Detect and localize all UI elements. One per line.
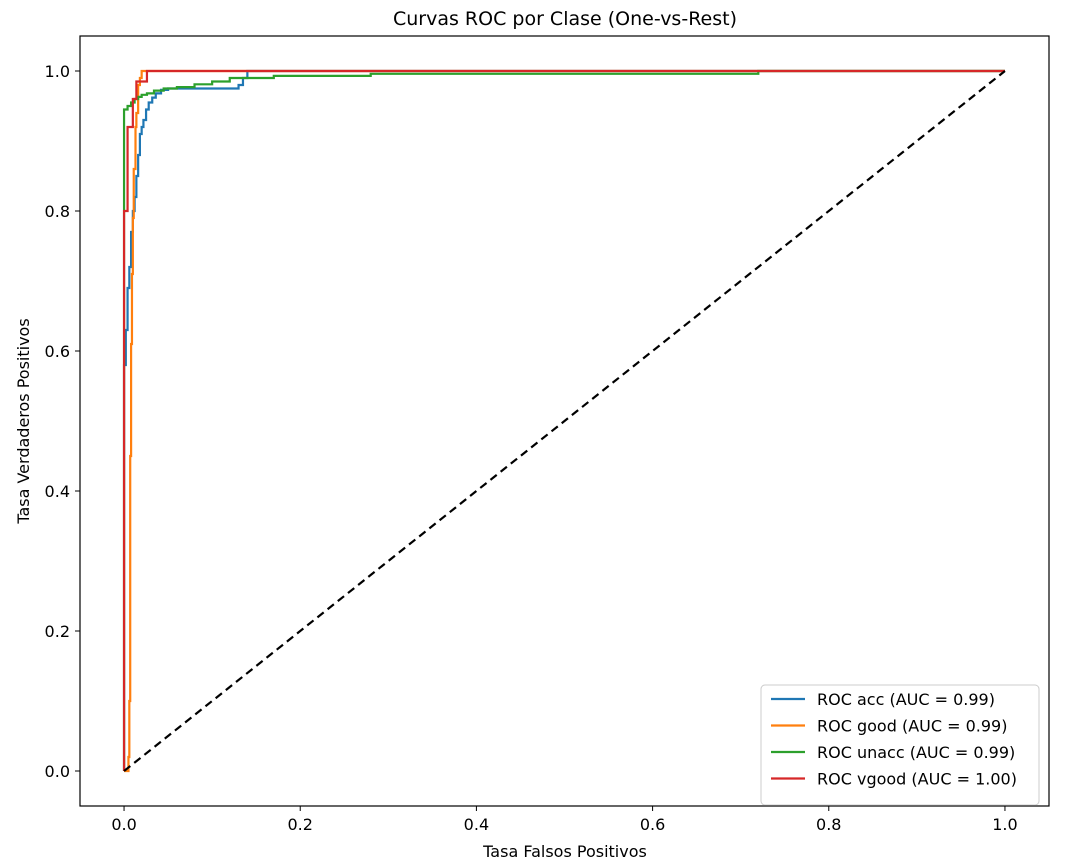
series-line-1 — [124, 69, 1005, 773]
series-layer — [122, 69, 1006, 773]
diagonal-reference-line — [123, 70, 1006, 772]
x-tick-label: 0.0 — [111, 815, 136, 834]
y-tick-label: 1.0 — [45, 62, 70, 81]
legend-label: ROC vgood (AUC = 1.00) — [817, 770, 1017, 789]
x-tick-label: 0.8 — [816, 815, 841, 834]
x-axis-title: Tasa Falsos Positivos — [482, 842, 647, 861]
x-tick-label: 0.4 — [464, 815, 489, 834]
y-tick-label: 0.0 — [45, 762, 70, 781]
legend-label: ROC acc (AUC = 0.99) — [817, 690, 995, 709]
chart-title: Curvas ROC por Clase (One-vs-Rest) — [393, 8, 737, 30]
legend-label: ROC unacc (AUC = 0.99) — [817, 743, 1015, 762]
legend-box — [760, 684, 1040, 806]
legend: ROC acc (AUC = 0.99) ROC good (AUC = 0.99… — [760, 684, 1040, 806]
y-axis-ticks: 0.0 0.2 0.4 0.6 0.8 1.0 — [45, 62, 80, 781]
x-tick-label: 0.2 — [288, 815, 313, 834]
x-axis-ticks: 0.0 0.2 0.4 0.6 0.8 1.0 — [111, 806, 1018, 834]
plot-frame — [79, 35, 1050, 807]
y-tick-label: 0.4 — [45, 482, 70, 501]
legend-label: ROC good (AUC = 0.99) — [817, 717, 1007, 736]
y-tick-label: 0.8 — [45, 202, 70, 221]
x-tick-label: 0.6 — [640, 815, 665, 834]
series-line-3 — [122, 69, 1005, 771]
y-tick-label: 0.6 — [45, 342, 70, 361]
y-tick-label: 0.2 — [45, 622, 70, 641]
y-axis-title: Tasa Verdaderos Positivos — [14, 318, 33, 524]
x-tick-label: 1.0 — [992, 815, 1017, 834]
